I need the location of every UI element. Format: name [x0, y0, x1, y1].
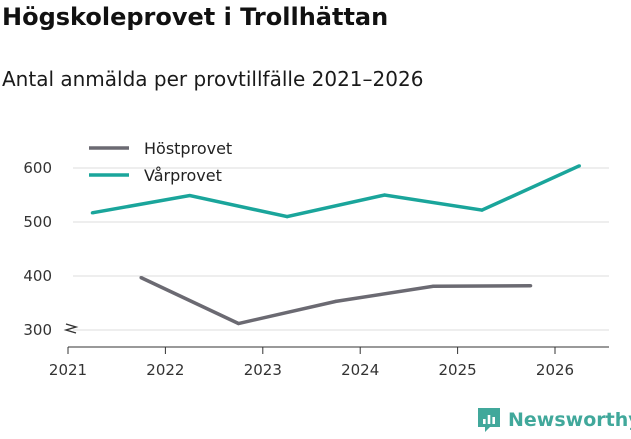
x-axis-ticks: 2021 2022 2023 2024 2025 2026	[49, 347, 574, 379]
data-point-v-rprovet	[577, 164, 581, 168]
legend-label-1: Vårprovet	[144, 166, 222, 185]
chart-title: Högskoleprovet i Trollhättan	[2, 3, 389, 31]
legend-label-0: Höstprovet	[144, 139, 232, 158]
newsworthy-logo: Newsworthy	[476, 406, 631, 434]
grid-lines	[73, 167, 609, 331]
data-point-h-stprovet	[139, 276, 143, 280]
data-point-v-rprovet	[188, 193, 192, 198]
y-tick-label-600: 600	[23, 159, 52, 177]
x-tick-label-2023: 2023	[244, 361, 282, 379]
chart-subtitle: Antal anmälda per provtillfälle 2021–202…	[2, 67, 424, 91]
x-tick-label-2024: 2024	[341, 361, 379, 379]
x-tick-label-2022: 2022	[146, 361, 184, 379]
data-point-v-rprovet	[90, 211, 94, 215]
axis-break-icon	[63, 323, 79, 334]
x-tick-label-2026: 2026	[536, 361, 574, 379]
data-point-v-rprovet	[480, 208, 484, 212]
y-tick-label-300: 300	[23, 321, 52, 339]
data-point-v-rprovet	[382, 193, 387, 197]
data-point-h-stprovet	[334, 299, 338, 303]
newsworthy-logo-icon	[478, 408, 500, 432]
x-tick-label-2025: 2025	[439, 361, 477, 379]
data-point-h-stprovet	[529, 284, 533, 288]
legend: Höstprovet Vårprovet	[89, 139, 232, 185]
data-point-v-rprovet	[285, 215, 289, 219]
series-lines	[90, 164, 581, 326]
x-tick-label-2021: 2021	[49, 361, 87, 379]
newsworthy-logo-text: Newsworthy	[508, 409, 631, 431]
series-line-v-rprovet	[92, 164, 581, 219]
y-tick-label-500: 500	[23, 213, 52, 231]
y-tick-label-400: 400	[23, 267, 52, 285]
y-axis-ticks: 300 400 500 600	[23, 159, 52, 339]
data-point-h-stprovet	[431, 284, 435, 288]
data-point-h-stprovet	[236, 321, 241, 326]
